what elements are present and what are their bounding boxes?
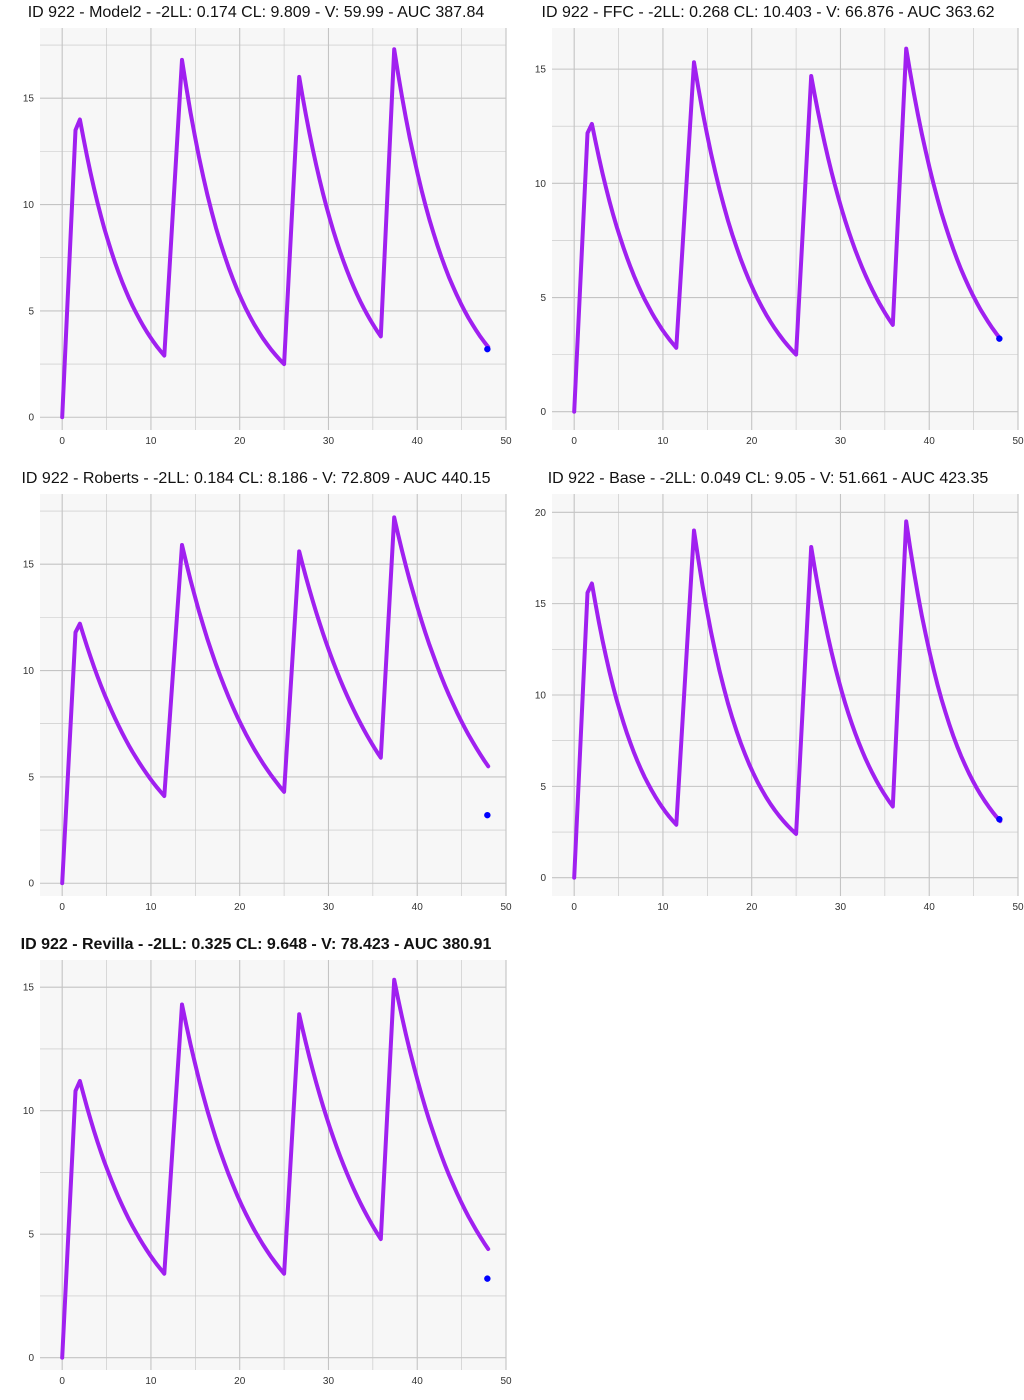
- plot-background: [40, 28, 506, 430]
- y-tick-label: 0: [28, 1353, 34, 1364]
- x-tick-label: 50: [500, 902, 512, 913]
- predicted-concentration-line: [572, 46, 1003, 414]
- predicted-concentration-line: [60, 977, 491, 1360]
- chart-svg: 0 10 20 30 40 50 0 5 10 15: [535, 28, 1024, 447]
- x-tick-label: 40: [924, 436, 936, 447]
- plot-background: [40, 960, 506, 1370]
- x-tick-label: 50: [500, 436, 512, 447]
- y-tick-label: 0: [28, 413, 34, 424]
- chart-svg: 0 10 20 30 40 50 0 5 10 15: [23, 494, 512, 913]
- x-tick-label: 0: [59, 902, 65, 913]
- y-tick-label: 10: [535, 179, 547, 190]
- chart-panel-base: ID 922 - Base - -2LL: 0.049 CL: 9.05 - V…: [512, 466, 1024, 926]
- x-tick-label: 50: [1012, 902, 1024, 913]
- x-tick-label: 50: [1012, 436, 1024, 447]
- x-tick-label: 20: [234, 1376, 246, 1387]
- x-tick-label: 50: [500, 1376, 512, 1387]
- x-tick-label: 30: [835, 902, 847, 913]
- chart-title: ID 922 - Base - -2LL: 0.049 CL: 9.05 - V…: [547, 470, 989, 487]
- x-tick-label: 0: [59, 436, 65, 447]
- chart-title: ID 922 - FFC - -2LL: 0.268 CL: 10.403 - …: [541, 4, 995, 21]
- y-tick-label: 15: [23, 560, 35, 571]
- x-tick-label: 20: [746, 902, 758, 913]
- y-tick-label: 10: [23, 1106, 35, 1117]
- y-tick-label: 20: [535, 508, 547, 519]
- x-tick-label: 40: [412, 436, 424, 447]
- y-tick-label: 5: [540, 293, 546, 304]
- chart-panel-roberts: ID 922 - Roberts - -2LL: 0.184 CL: 8.186…: [0, 466, 512, 926]
- chart-title: ID 922 - Roberts - -2LL: 0.184 CL: 8.186…: [21, 470, 491, 487]
- y-tick-label: 5: [540, 782, 546, 793]
- x-tick-label: 20: [746, 436, 758, 447]
- x-tick-label: 30: [323, 436, 335, 447]
- y-tick-label: 0: [540, 873, 546, 884]
- chart-svg: 0 10 20 30 40 50 0 5 10 15: [23, 960, 512, 1387]
- y-tick-label: 5: [28, 772, 34, 783]
- y-tick-label: 10: [23, 200, 35, 211]
- x-tick-label: 40: [412, 1376, 424, 1387]
- x-tick-label: 30: [835, 436, 847, 447]
- y-tick-label: 15: [535, 599, 547, 610]
- y-tick-label: 15: [23, 94, 35, 105]
- y-tick-label: 15: [535, 65, 547, 76]
- x-tick-label: 40: [412, 902, 424, 913]
- chart-svg: 0 10 20 30 40 50 0 5 10 15: [23, 28, 512, 447]
- observed-point: [996, 335, 1003, 342]
- y-tick-label: 15: [23, 983, 35, 994]
- x-tick-label: 10: [657, 902, 669, 913]
- y-tick-label: 0: [540, 407, 546, 418]
- x-tick-label: 0: [571, 902, 577, 913]
- y-tick-label: 10: [23, 666, 35, 677]
- observed-point: [484, 345, 491, 353]
- observed-point: [996, 816, 1003, 823]
- chart-panel-model2: ID 922 - Model2 - -2LL: 0.174 CL: 9.809 …: [0, 0, 512, 460]
- plot-background: [40, 494, 506, 896]
- predicted-concentration-line: [572, 519, 1003, 880]
- x-tick-label: 20: [234, 436, 246, 447]
- y-tick-label: 10: [535, 691, 547, 702]
- observed-point: [484, 1275, 491, 1282]
- chart-title: ID 922 - Model2 - -2LL: 0.174 CL: 9.809 …: [27, 4, 485, 21]
- y-tick-label: 0: [28, 879, 34, 890]
- chart-title: ID 922 - Revilla - -2LL: 0.325 CL: 9.648…: [20, 936, 492, 953]
- x-tick-label: 10: [145, 436, 157, 447]
- x-tick-label: 30: [323, 1376, 335, 1387]
- x-tick-label: 10: [145, 902, 157, 913]
- x-tick-label: 0: [59, 1376, 65, 1387]
- chart-panel-ffc: ID 922 - FFC - -2LL: 0.268 CL: 10.403 - …: [512, 0, 1024, 460]
- predicted-concentration-line: [60, 515, 491, 886]
- x-tick-label: 10: [657, 436, 669, 447]
- plot-background: [552, 28, 1018, 430]
- y-tick-label: 5: [28, 1230, 34, 1241]
- observed-point: [484, 811, 491, 819]
- y-tick-label: 5: [28, 306, 34, 317]
- chart-svg: 0 10 20 30 40 50 0 5 10 15 20: [535, 494, 1024, 913]
- x-tick-label: 0: [571, 436, 577, 447]
- x-tick-label: 30: [323, 902, 335, 913]
- predicted-concentration-line: [60, 47, 491, 420]
- x-tick-label: 20: [234, 902, 246, 913]
- x-tick-label: 10: [145, 1376, 157, 1387]
- x-tick-label: 40: [924, 902, 936, 913]
- chart-panel-revilla: ID 922 - Revilla - -2LL: 0.325 CL: 9.648…: [0, 932, 512, 1392]
